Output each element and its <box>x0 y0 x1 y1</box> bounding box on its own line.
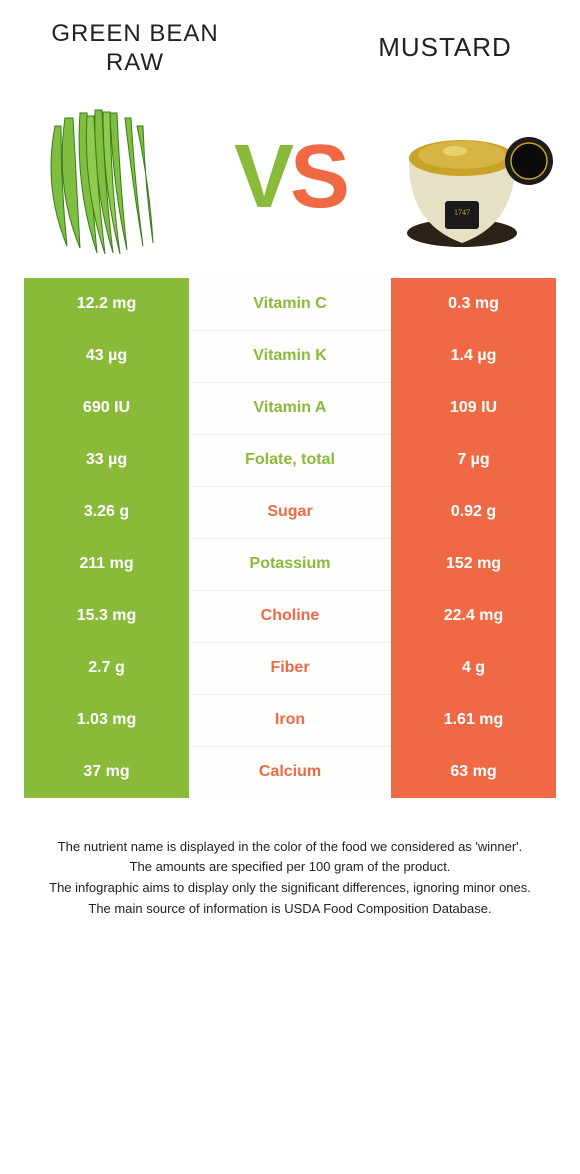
value-right: 0.3 mg <box>391 278 556 330</box>
table-row: 33 µgFolate, total7 µg <box>24 434 556 486</box>
value-left: 33 µg <box>24 434 189 486</box>
value-right: 4 g <box>391 642 556 694</box>
value-right: 0.92 g <box>391 486 556 538</box>
nutrient-label: Sugar <box>189 486 391 538</box>
table-row: 690 IUVitamin A109 IU <box>24 382 556 434</box>
table-row: 1.03 mgIron1.61 mg <box>24 694 556 746</box>
value-left: 37 mg <box>24 746 189 798</box>
value-right: 1.4 µg <box>391 330 556 382</box>
value-left: 211 mg <box>24 538 189 590</box>
food-right-title: Mustard <box>340 32 550 78</box>
value-left: 12.2 mg <box>24 278 189 330</box>
food-left-image <box>25 98 185 258</box>
table-row: 211 mgPotassium152 mg <box>24 538 556 590</box>
footer-notes: The nutrient name is displayed in the co… <box>0 798 580 945</box>
footer-line: The infographic aims to display only the… <box>30 879 550 898</box>
vs-label: VS <box>234 126 346 229</box>
value-left: 1.03 mg <box>24 694 189 746</box>
nutrient-label: Choline <box>189 590 391 642</box>
table-row: 3.26 gSugar0.92 g <box>24 486 556 538</box>
value-left: 43 µg <box>24 330 189 382</box>
nutrient-label: Vitamin C <box>189 278 391 330</box>
value-right: 7 µg <box>391 434 556 486</box>
value-right: 63 mg <box>391 746 556 798</box>
nutrient-label: Calcium <box>189 746 391 798</box>
table-row: 12.2 mgVitamin C0.3 mg <box>24 278 556 330</box>
nutrient-label: Folate, total <box>189 434 391 486</box>
value-left: 2.7 g <box>24 642 189 694</box>
nutrient-label: Vitamin A <box>189 382 391 434</box>
value-left: 15.3 mg <box>24 590 189 642</box>
nutrient-label: Vitamin K <box>189 330 391 382</box>
footer-line: The amounts are specified per 100 gram o… <box>30 858 550 877</box>
footer-line: The main source of information is USDA F… <box>30 900 550 919</box>
nutrient-label: Iron <box>189 694 391 746</box>
value-left: 690 IU <box>24 382 189 434</box>
svg-text:1747: 1747 <box>454 208 470 217</box>
table-row: 37 mgCalcium63 mg <box>24 746 556 798</box>
value-right: 109 IU <box>391 382 556 434</box>
value-left: 3.26 g <box>24 486 189 538</box>
table-row: 43 µgVitamin K1.4 µg <box>24 330 556 382</box>
vs-v: V <box>234 126 290 229</box>
nutrient-label: Fiber <box>189 642 391 694</box>
vs-s: S <box>290 126 346 229</box>
value-right: 152 mg <box>391 538 556 590</box>
header: Green Bean Raw Mustard <box>0 0 580 88</box>
green-beans-icon <box>25 98 185 258</box>
value-right: 22.4 mg <box>391 590 556 642</box>
table-row: 2.7 gFiber4 g <box>24 642 556 694</box>
nutrient-label: Potassium <box>189 538 391 590</box>
food-right-image: 1747 <box>395 98 555 258</box>
table-row: 15.3 mgCholine22.4 mg <box>24 590 556 642</box>
mustard-jar-icon: 1747 <box>395 103 555 253</box>
food-left-title: Green Bean Raw <box>30 20 240 78</box>
footer-line: The nutrient name is displayed in the co… <box>30 838 550 857</box>
comparison-table: 12.2 mgVitamin C0.3 mg43 µgVitamin K1.4 … <box>0 278 580 798</box>
value-right: 1.61 mg <box>391 694 556 746</box>
hero-row: VS 1747 <box>0 88 580 278</box>
